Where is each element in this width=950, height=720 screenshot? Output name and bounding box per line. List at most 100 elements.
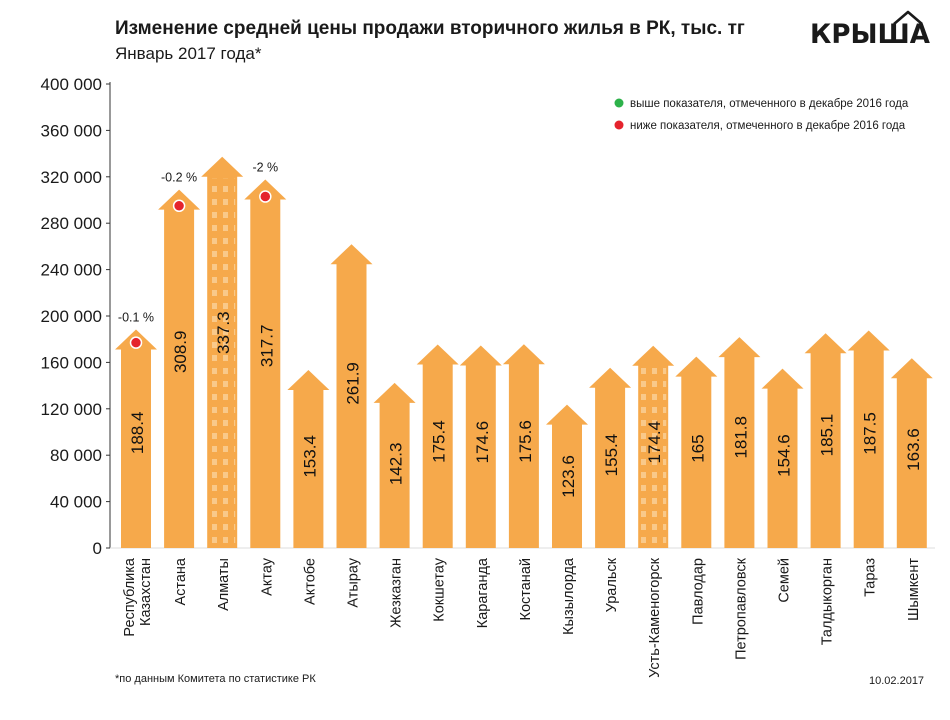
bar-value-label: 165 (688, 434, 707, 462)
legend-entry: ниже показателя, отмеченного в декабре 2… (614, 120, 906, 132)
bar-value-label: 337.3 (214, 311, 233, 354)
x-tick-label-line: Павлодар (690, 558, 706, 625)
bar-arrow (546, 404, 588, 548)
y-tick-label: 80 000 (50, 446, 102, 465)
marker-dot (172, 199, 186, 213)
bar-value-label: 174.6 (473, 421, 492, 464)
bar: 175.4 (416, 344, 459, 548)
x-tick-label: Астана (173, 557, 189, 605)
x-tick-label-line: Усть-Каменогорск (647, 557, 663, 677)
bar-arrow (158, 189, 201, 548)
x-tick-label: Алматы (216, 558, 232, 611)
change-marker: -2 % (252, 160, 278, 203)
y-tick-label: 160 000 (41, 353, 102, 372)
bar-value-label: 163.6 (904, 428, 923, 471)
bar-pattern (640, 367, 667, 544)
bar: 174.4 (632, 345, 675, 548)
bar-arrow (373, 382, 416, 548)
x-tick-label: Талдыкорган (820, 558, 836, 645)
x-axis-labels: Республика Казахстан Астана Алматы Актау Акто… (122, 557, 922, 678)
x-tick-label: Тараз (863, 558, 879, 597)
legend: выше показателя, отмеченного в декабре 2… (614, 98, 909, 132)
change-label: -0.2 % (161, 171, 197, 185)
y-tick-label: 0 (93, 539, 102, 558)
x-tick-label-line: Актобе (302, 558, 318, 605)
x-tick-label-line: Кокшетау (432, 557, 448, 621)
bar: 123.6 (546, 404, 588, 548)
bar: 174.6 (459, 345, 502, 548)
bar-arrow (330, 244, 373, 549)
chart-subtitle: Январь 2017 года* (115, 44, 262, 63)
x-tick-label: Атырау (346, 557, 362, 607)
y-tick-label: 240 000 (41, 261, 102, 280)
bar: 165 (675, 356, 718, 548)
x-tick-label: Республика Казахстан (122, 557, 154, 636)
bar-value-label: 181.8 (731, 416, 750, 459)
bar: 188.4 (115, 329, 157, 548)
bar-arrow (287, 370, 330, 548)
x-tick-label: Уральск (604, 557, 620, 612)
x-tick-label-line: Семей (777, 558, 793, 603)
x-tick-label-line: Атырау (346, 557, 362, 607)
bar-arrow (416, 344, 459, 548)
bar-arrow (718, 337, 761, 548)
x-tick-label-line: Республика (122, 557, 138, 636)
bar: 142.3 (373, 382, 416, 548)
x-tick-label-line: Тараз (863, 558, 879, 597)
bar-value-label: 153.4 (300, 435, 319, 478)
bar-arrow (761, 368, 804, 548)
bar-arrow (589, 367, 632, 548)
legend-label: ниже показателя, отмеченного в декабре 2… (630, 120, 906, 132)
date-stamp: 10.02.2017 (869, 675, 925, 687)
logo: КРЫША (808, 6, 933, 50)
bar: 154.6 (761, 368, 804, 548)
bar-value-label: 155.4 (602, 434, 621, 477)
x-tick-label-line: Талдыкорган (820, 558, 836, 645)
bar-arrow (115, 329, 157, 548)
bar-value-label: 188.4 (128, 412, 147, 455)
bar: 317.7 (244, 179, 287, 548)
x-tick-label-line: Жезказган (389, 558, 405, 628)
change-label: -0.1 % (118, 310, 154, 324)
bar-value-label: 175.4 (430, 420, 449, 463)
y-tick-label: 120 000 (41, 400, 102, 419)
bar-arrow (890, 358, 933, 548)
bar: 163.6 (890, 358, 933, 548)
x-tick-label-line: Алматы (216, 558, 232, 611)
bar-arrow (244, 179, 287, 548)
bar: 181.8 (718, 337, 761, 548)
y-tick-label: 200 000 (41, 307, 102, 326)
bar: 155.4 (589, 367, 632, 548)
bar: 153.4 (287, 370, 330, 548)
y-tick-label: 280 000 (41, 214, 102, 233)
legend-dot (614, 98, 624, 108)
footnote: *по данным Комитета по статистике РК (115, 673, 316, 685)
x-tick-label: Костанай (518, 558, 534, 620)
x-tick-label-line: Кызылорда (561, 557, 577, 635)
bar-value-label: 185.1 (818, 414, 837, 457)
x-tick-label: Кокшетау (432, 557, 448, 621)
y-tick-label: 360 000 (41, 121, 102, 140)
y-tick-label: 320 000 (41, 168, 102, 187)
x-tick-label: Шымкент (906, 558, 922, 621)
bar-arrow (675, 356, 718, 548)
change-markers: -0.1 % -0.2 % -2 % (118, 160, 278, 349)
bar: 175.6 (502, 344, 545, 548)
bar: 308.9 (158, 189, 201, 548)
logo-text: КРЫША (810, 19, 930, 50)
bar-arrow (459, 345, 502, 548)
x-tick-label: Кызылорда (561, 557, 577, 635)
roof-logo-icon (893, 10, 923, 25)
bar-value-label: 317.7 (257, 325, 276, 368)
x-tick-label: Жезказган (389, 558, 405, 628)
x-tick-label-line: Шымкент (906, 558, 922, 621)
bar-value-label: 261.9 (344, 362, 363, 405)
y-tick-label: 40 000 (50, 493, 102, 512)
marker-dot (259, 190, 272, 203)
x-tick-label-line: Астана (173, 557, 189, 605)
bar: 185.1 (804, 333, 847, 548)
bar: 187.5 (847, 330, 890, 548)
legend-dot (614, 120, 624, 130)
x-tick-label-line: Караганда (475, 557, 491, 628)
